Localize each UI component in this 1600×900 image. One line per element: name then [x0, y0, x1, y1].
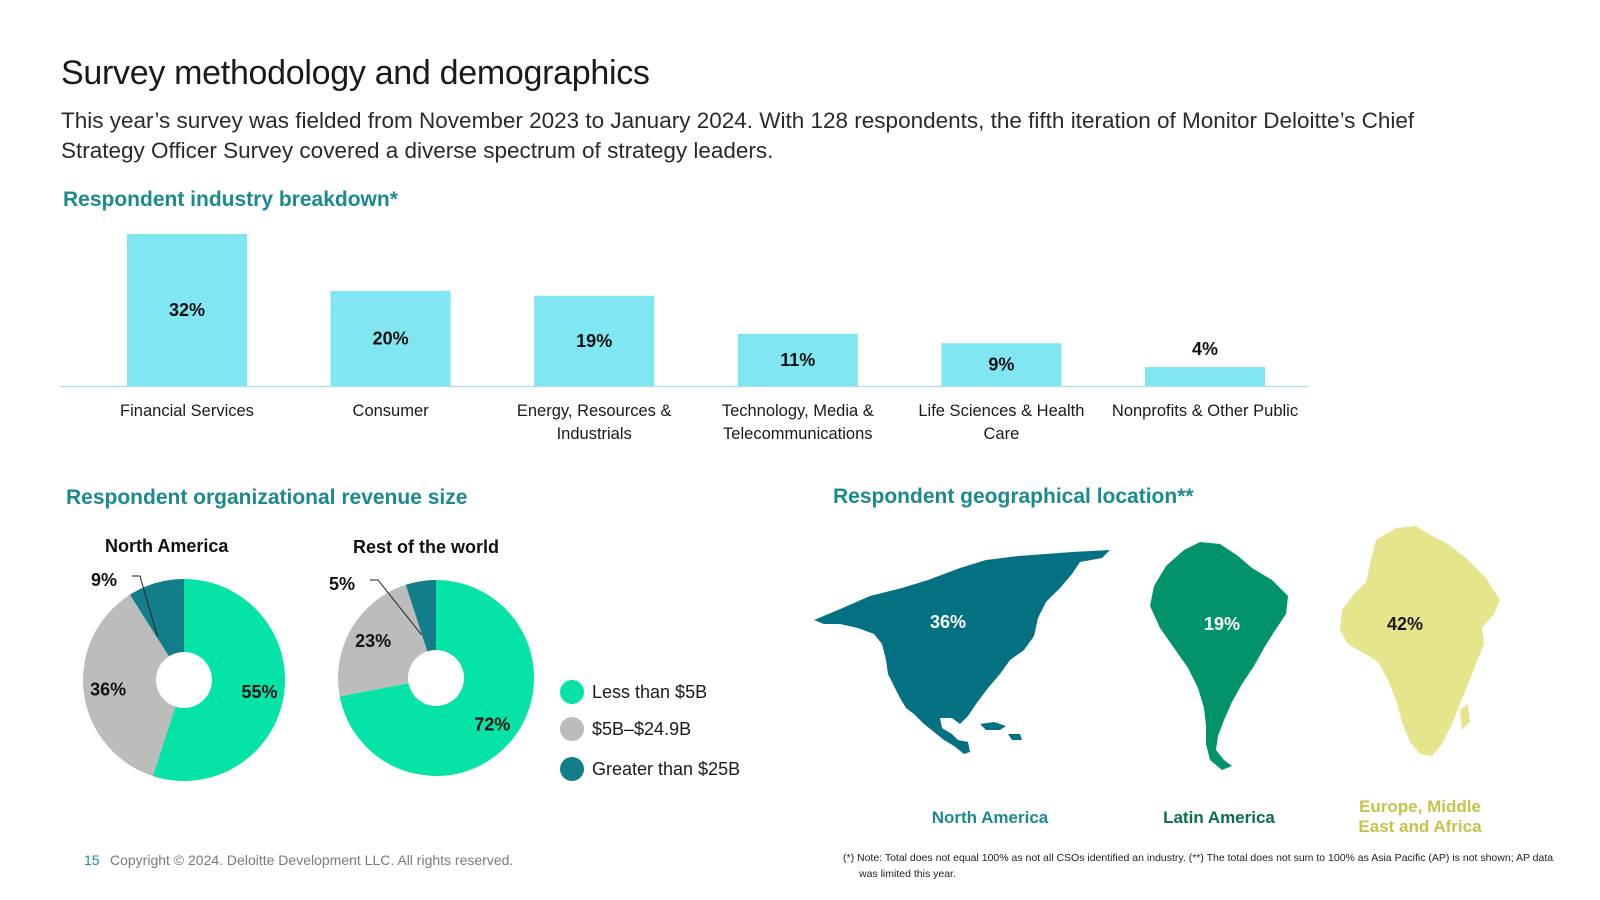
legend-label: $5B–$24.9B [592, 718, 692, 739]
legend-item-less-than-5b: Less than $5B [560, 680, 707, 704]
donut-slice-5b-24-9b [83, 594, 176, 777]
donut-chart-rest-of-world: 72% 23% 5% [329, 574, 534, 776]
industry-section-heading: Respondent industry breakdown* [63, 188, 398, 211]
donut-slice-greater-than-25b [129, 579, 184, 657]
donut-title-north-america: North America [105, 536, 229, 556]
bar-financial-services [127, 234, 247, 386]
bar-technology-media-telecommunications [737, 333, 858, 386]
footnote: (*) Note: Total does not equal 100% as n… [843, 852, 1554, 880]
bar-category-label: Technology, Media & Telecommunications [721, 402, 874, 443]
donut-value-label: 5% [329, 574, 355, 594]
bar-value-label: 20% [373, 329, 409, 349]
geo-section-heading: Respondent geographical location** [833, 485, 1194, 508]
latin-america-map-icon [1150, 542, 1288, 770]
region-label-north-america: North America [931, 808, 1049, 827]
bar-life-sciences-health-care [941, 343, 1062, 386]
page-number: 15 [84, 852, 100, 868]
donut-value-label: 23% [355, 631, 391, 651]
page-title: Survey methodology and demographics [61, 54, 650, 92]
donut-slice-less-than-5b [152, 579, 286, 781]
bar-category-label: Life Sciences & Health Care [918, 402, 1085, 443]
bar-category-label: Financial Services [120, 402, 254, 420]
emea-map-icon [1340, 526, 1500, 756]
bar-category-label: Consumer [352, 402, 429, 420]
donut-chart-north-america: 55% 36% 9% [83, 570, 286, 781]
north-america-map-icon [814, 550, 1110, 754]
donut-slice-greater-than-25b [405, 580, 436, 652]
map-value-emea: 42% [1387, 614, 1424, 634]
legend-label: Less than $5B [592, 681, 708, 702]
donut-value-label: 72% [474, 715, 510, 735]
legend-swatch-less-than-5b [560, 680, 584, 704]
revenue-section-heading: Respondent organizational revenue size [66, 486, 468, 509]
bar-value-label: 32% [169, 300, 205, 320]
donut-value-label: 36% [90, 680, 126, 700]
bar-value-label: 11% [780, 350, 815, 370]
legend-item-greater-than-25b: Greater than $25B [560, 757, 740, 781]
map-value-latin-america: 19% [1204, 614, 1241, 634]
donut-slice-less-than-5b [339, 580, 534, 776]
copyright: Copyright © 2024. Deloitte Development L… [110, 852, 514, 868]
donut-slice-5b-24-9b [338, 584, 428, 697]
bar-consumer [330, 291, 451, 386]
bar-category-label: Energy, Resources & Industrials [516, 402, 672, 443]
bar-value-label: 19% [576, 331, 612, 351]
donut-value-label: 9% [91, 570, 117, 590]
region-label-emea: Europe, Middle East and Africa [1345, 797, 1495, 837]
region-label-emea-line2: East and Africa [1358, 817, 1482, 836]
donut-leader-line [132, 575, 158, 637]
region-label-latin-america: Latin America [1163, 808, 1275, 827]
donut-value-label: 55% [242, 682, 278, 702]
page-subtitle: This year’s survey was fielded from Nove… [61, 108, 1415, 163]
donut-leader-line [370, 579, 422, 636]
legend-swatch-5b-24-9b [560, 717, 584, 741]
industry-bar-chart: 32% 20% 19% 11% 9% 4% [60, 234, 1308, 388]
region-label-emea-line1: Europe, Middle [1359, 797, 1481, 816]
bar-value-label: 4% [1192, 339, 1218, 359]
legend-label: Greater than $25B [592, 758, 741, 779]
bar-category-label: Nonprofits & Other Public [1111, 402, 1299, 420]
bar-energy-resources-industrials [534, 295, 655, 386]
bar-value-label: 9% [988, 355, 1014, 375]
map-value-north-america: 36% [930, 612, 967, 632]
bar-nonprofits-other-public [1145, 367, 1265, 386]
legend-swatch-greater-than-25b [560, 757, 584, 781]
legend-item-5b-24-9b: $5B–$24.9B [560, 717, 691, 741]
donut-title-rest-of-world: Rest of the world [353, 537, 500, 557]
